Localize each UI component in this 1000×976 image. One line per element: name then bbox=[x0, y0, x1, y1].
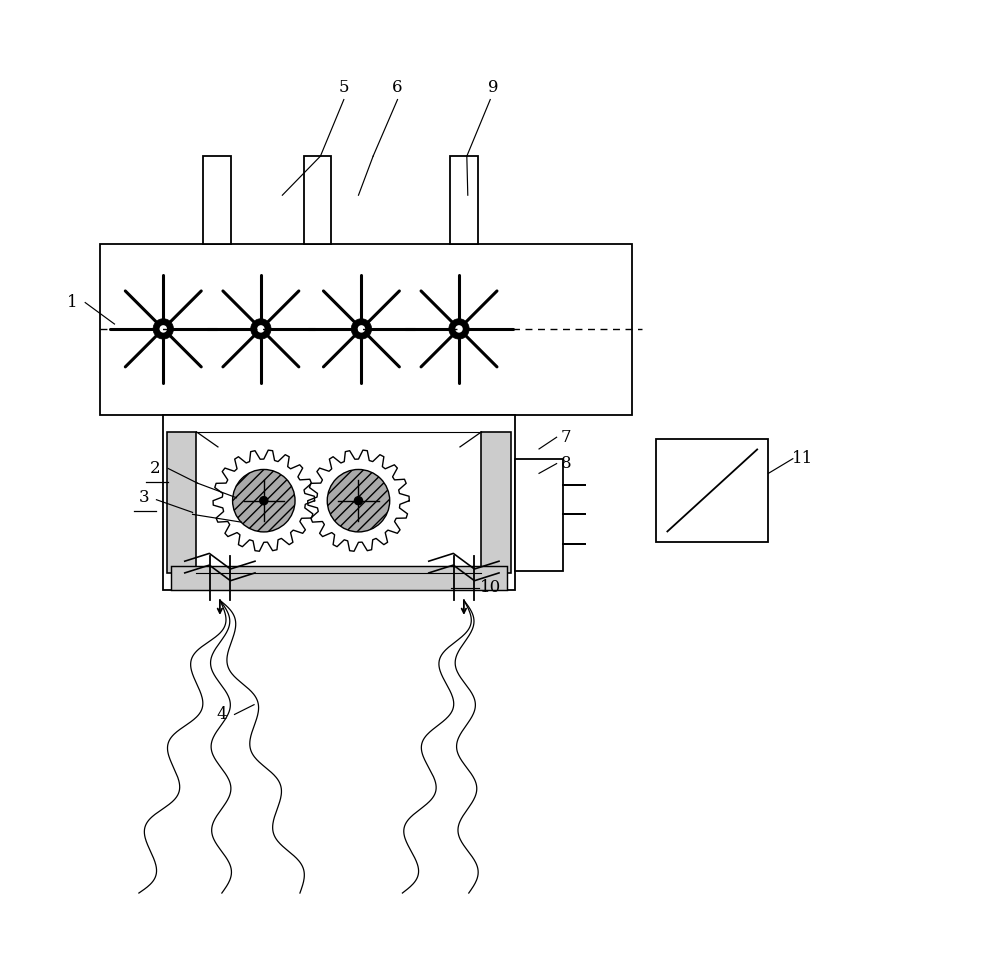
Text: 7: 7 bbox=[561, 428, 572, 446]
Circle shape bbox=[455, 325, 463, 333]
Text: 8: 8 bbox=[561, 455, 572, 472]
Bar bbox=[304, 156, 331, 244]
Text: 1: 1 bbox=[67, 294, 78, 311]
Circle shape bbox=[260, 497, 268, 505]
Text: 4: 4 bbox=[217, 706, 227, 723]
Circle shape bbox=[233, 469, 295, 532]
Bar bbox=[656, 439, 768, 542]
Circle shape bbox=[351, 319, 372, 339]
Circle shape bbox=[160, 325, 167, 333]
Bar bbox=[163, 415, 515, 590]
Circle shape bbox=[251, 319, 271, 339]
Text: 5: 5 bbox=[339, 79, 349, 97]
Bar bbox=[481, 431, 511, 573]
Bar bbox=[515, 459, 563, 571]
Bar bbox=[450, 156, 478, 244]
Text: 3: 3 bbox=[138, 489, 149, 507]
Circle shape bbox=[449, 319, 469, 339]
Bar bbox=[100, 244, 632, 415]
Bar bbox=[203, 156, 231, 244]
Bar bbox=[171, 566, 507, 590]
Text: 11: 11 bbox=[792, 450, 813, 468]
Text: 10: 10 bbox=[480, 579, 501, 596]
Bar bbox=[454, 415, 474, 551]
Circle shape bbox=[354, 497, 363, 505]
Text: 9: 9 bbox=[488, 79, 498, 97]
Bar bbox=[167, 431, 196, 573]
Bar bbox=[210, 415, 230, 551]
Circle shape bbox=[153, 319, 173, 339]
Circle shape bbox=[327, 469, 390, 532]
Circle shape bbox=[358, 325, 365, 333]
Circle shape bbox=[257, 325, 265, 333]
Text: 6: 6 bbox=[392, 79, 403, 97]
Text: 2: 2 bbox=[150, 460, 161, 477]
